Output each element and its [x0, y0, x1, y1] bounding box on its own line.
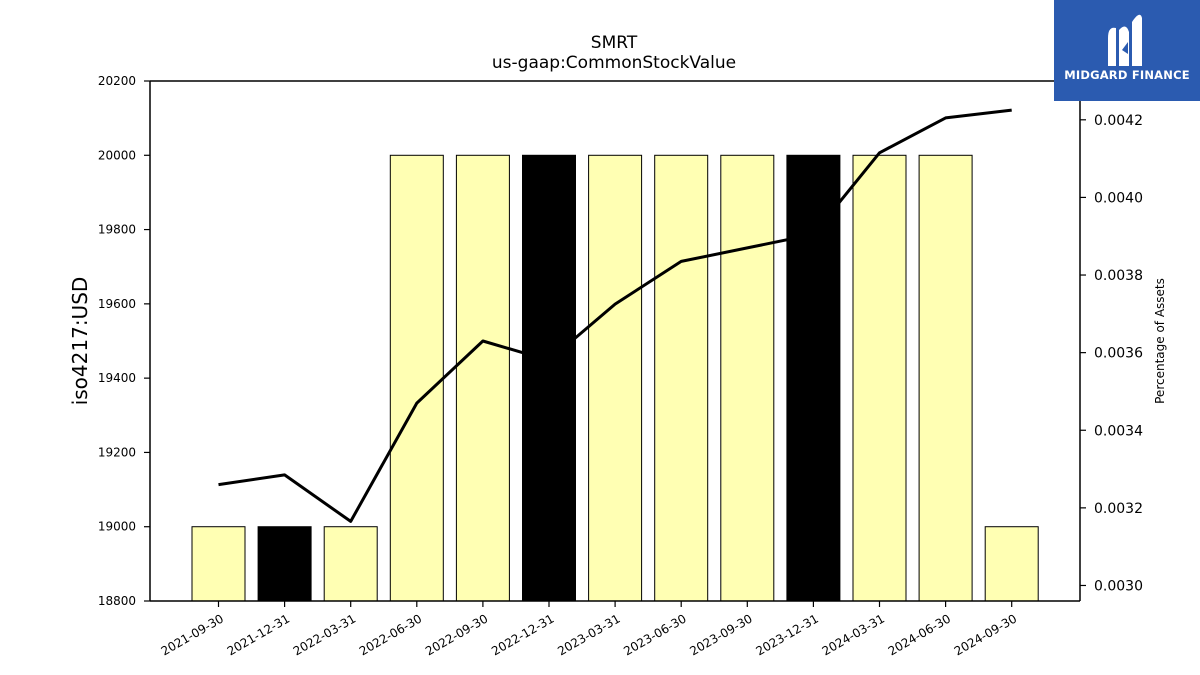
bar: [852, 154, 907, 602]
bar-series: [191, 154, 1039, 602]
y-tick-label-right: 0.0036: [1094, 346, 1143, 362]
x-tick-label: 2023-06-30: [621, 611, 688, 658]
chart-subtitle: us-gaap:CommonStockValue: [492, 53, 736, 73]
y-axis-label-right: Percentage of Assets: [1153, 278, 1167, 404]
x-tick-label: 2022-06-30: [357, 611, 424, 658]
x-tick-label: 2023-03-31: [555, 611, 622, 658]
y-tick-label-left: 20200: [98, 74, 136, 88]
bar: [786, 154, 841, 602]
x-tick-label: 2021-12-31: [225, 611, 292, 658]
y-axis-label-left: iso4217:USD: [68, 277, 92, 406]
y-tick-label-right: 0.0034: [1094, 423, 1143, 439]
bar: [257, 526, 312, 602]
y-tick-label-left: 19600: [98, 297, 136, 311]
bar: [654, 154, 709, 602]
x-tick-label: 2021-09-30: [159, 611, 226, 658]
y-tick-label-right: 0.0032: [1094, 501, 1143, 517]
x-tick-label: 2022-09-30: [423, 611, 490, 658]
bar: [720, 154, 775, 602]
x-tick-label: 2022-03-31: [291, 611, 358, 658]
bar: [984, 526, 1039, 602]
x-tick-label: 2022-12-31: [489, 611, 556, 658]
x-tick-label: 2023-12-31: [753, 611, 820, 658]
y-tick-label-left: 19000: [98, 520, 136, 534]
y-tick-label-left: 18800: [98, 594, 136, 608]
series-line: [218, 108, 1012, 523]
y-tick-label-left: 20000: [98, 148, 136, 162]
bar: [389, 154, 444, 602]
x-tick-label: 2024-09-30: [952, 611, 1019, 658]
bar: [522, 154, 576, 602]
y-tick-label-right: 0.0038: [1094, 268, 1143, 284]
y-tick-label-right: 0.0030: [1094, 578, 1143, 594]
y-tick-label-right: 0.0040: [1094, 190, 1143, 206]
bar: [455, 154, 510, 602]
y-tick-label-right: 0.0042: [1094, 113, 1143, 129]
chart-title: SMRT: [591, 33, 638, 53]
bar: [588, 154, 643, 602]
bar: [191, 526, 246, 602]
left-y-axis-ticks: 18800 19000 19200 19400 19600 19800 20000 20200: [98, 74, 150, 608]
right-y-axis-ticks: 0.0030 0.0032 0.0034 0.0036 0.0038 0.0040 0.00…: [1080, 113, 1143, 594]
bar: [918, 154, 973, 602]
logo-text: MIDGARD FINANCE: [1064, 68, 1190, 82]
logo-mark-icon: [1108, 14, 1142, 67]
x-tick-label: 2024-06-30: [886, 611, 953, 658]
y-tick-label-left: 19400: [98, 371, 136, 385]
x-tick-label: 2024-03-31: [820, 611, 887, 658]
x-tick-label: 2023-09-30: [687, 611, 754, 658]
y-tick-label-left: 19800: [98, 223, 136, 237]
x-axis-ticks: 2021-09-302021-12-312022-03-312022-06-30…: [159, 601, 1019, 658]
y-tick-label-left: 19200: [98, 445, 136, 459]
bar: [323, 526, 378, 602]
line-series: [218, 108, 1012, 523]
brand-logo: MIDGARD FINANCE: [1054, 0, 1200, 101]
